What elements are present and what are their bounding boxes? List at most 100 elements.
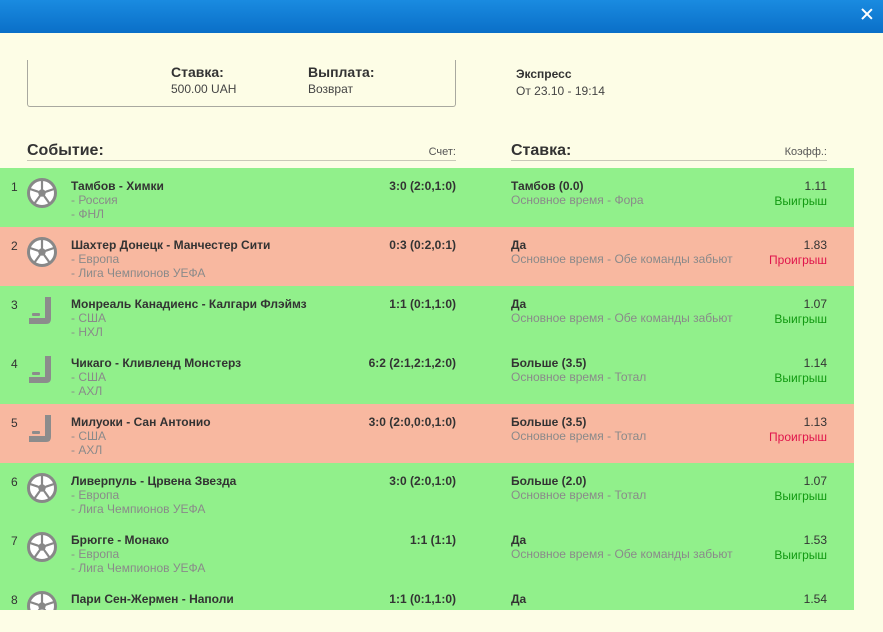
soccer-ball-icon (26, 590, 58, 610)
bet-result: Проигрыш (769, 253, 827, 267)
bet-coefficient: 1.07 (803, 474, 827, 488)
bet-market: Основное время - Обе команды забьют (511, 311, 733, 325)
event-region: - США (71, 311, 106, 325)
bet-pick: Тамбов (0.0) (511, 179, 584, 193)
coef-column-header: Коэфф.: (784, 146, 827, 158)
header-divider (27, 160, 456, 161)
bet-summary-box: Ставка: 500.00 UAH Выплата: Возврат (27, 60, 456, 107)
bet-column-header: Ставка: (511, 142, 572, 159)
bet-market: Основное время - Тотал (511, 370, 647, 384)
event-region: - Европа (71, 488, 120, 502)
score-column-header: Счет: (428, 146, 456, 158)
hockey-stick-icon (26, 295, 58, 327)
bet-coefficient: 1.13 (803, 415, 827, 429)
event-score: 3:0 (2:0,1:0) (389, 179, 456, 193)
bet-coefficient: 1.11 (804, 179, 827, 193)
bet-pick: Да (511, 592, 527, 606)
soccer-ball-icon (26, 236, 58, 268)
row-number: 8 (11, 593, 18, 607)
event-name: Монреаль Канадиенс - Калгари Флэймз (71, 297, 307, 311)
event-score: 0:3 (0:2,0:1) (389, 238, 456, 252)
event-score: 1:1 (0:1,1:0) (389, 297, 456, 311)
event-score: 1:1 (0:1,1:0) (389, 592, 456, 606)
event-league: - АХЛ (71, 384, 103, 398)
row-number: 4 (11, 357, 18, 371)
stake-value: 500.00 UAH (171, 82, 237, 96)
stake-label: Ставка: (171, 64, 224, 80)
bet-pick: Да (511, 533, 527, 547)
row-number: 5 (11, 416, 18, 430)
bet-pick: Да (511, 238, 527, 252)
event-league: - Лига Чемпионов УЕФА (71, 502, 206, 516)
event-region: - США (71, 429, 106, 443)
bet-event-row: 5 Милуоки - Сан Антонио - США - АХЛ 3:0 (2:0… (0, 404, 854, 463)
row-number: 6 (11, 475, 18, 489)
event-league: - АХЛ (71, 443, 103, 457)
bet-event-row: 1 Тамбов - Химки - Россия - ФНЛ 3:0 (2:0,1:0… (0, 168, 854, 227)
event-region: - Европа (71, 547, 120, 561)
bet-pick: Больше (3.5) (511, 415, 587, 429)
event-score: 1:1 (1:1) (409, 533, 456, 547)
bet-event-row: 4 Чикаго - Кливленд Монстерз - США - АХЛ 6:2… (0, 345, 854, 404)
stake-summary: Ставка: 500.00 UAH (171, 64, 236, 96)
bet-result: Проигрыш (769, 430, 827, 444)
row-number: 2 (11, 239, 18, 253)
bet-date: От 23.10 - 19:14 (516, 84, 605, 98)
row-number: 3 (11, 298, 18, 312)
close-icon[interactable] (857, 5, 877, 25)
bet-result: Выигрыш (774, 312, 827, 326)
event-league: - ФНЛ (71, 207, 104, 221)
payout-label: Выплата: (308, 64, 375, 80)
bet-coefficient: 1.54 (803, 592, 827, 606)
bet-result: Выигрыш (774, 371, 827, 385)
bet-pick: Больше (2.0) (511, 474, 587, 488)
bet-coefficient: 1.14 (803, 356, 827, 370)
dialog-titlebar (0, 0, 883, 33)
event-name: Чикаго - Кливленд Монстерз (71, 356, 242, 370)
bet-event-row: 3 Монреаль Канадиенс - Калгари Флэймз - СШ… (0, 286, 854, 345)
bet-result: Выигрыш (774, 194, 827, 208)
soccer-ball-icon (26, 531, 58, 563)
event-region: - США (71, 370, 106, 384)
bet-coefficient: 1.07 (803, 297, 827, 311)
bet-market: Основное время - Обе команды забьют (511, 547, 733, 561)
soccer-ball-icon (26, 472, 58, 504)
bet-market: Основное время - Фора (511, 193, 644, 207)
payout-summary: Выплата: Возврат (308, 64, 375, 96)
event-score: 6:2 (2:1,2:1,2:0) (368, 356, 456, 370)
bet-event-row: 2 Шахтер Донецк - Манчестер Сити - Европа -… (0, 227, 854, 286)
event-name: Шахтер Донецк - Манчестер Сити (71, 238, 271, 252)
header-divider (511, 160, 827, 161)
bet-pick: Да (511, 297, 527, 311)
event-name: Ливерпуль - Црвена Звезда (71, 474, 237, 488)
bet-coefficient: 1.83 (803, 238, 827, 252)
event-league: - Лига Чемпионов УЕФА (71, 266, 206, 280)
bet-market: Основное время - Тотал (511, 488, 647, 502)
event-score: 3:0 (2:0,1:0) (389, 474, 456, 488)
payout-value: Возврат (308, 82, 353, 96)
bet-market: Основное время - Тотал (511, 429, 647, 443)
bet-events-list[interactable]: 1 Тамбов - Химки - Россия - ФНЛ 3:0 (2:0,1:0… (0, 168, 854, 610)
bet-result: Выигрыш (774, 548, 827, 562)
bet-market: Основное время - Обе команды забьют (511, 252, 733, 266)
bet-event-row: 8 Пари Сен-Жермен - Наполи 1:1 (0:1,1:0) Да… (0, 581, 854, 610)
hockey-stick-icon (26, 354, 58, 386)
soccer-ball-icon (26, 177, 58, 209)
bet-coefficient: 1.53 (803, 533, 827, 547)
row-number: 7 (11, 534, 18, 548)
event-region: - Европа (71, 252, 120, 266)
bet-type-name: Экспресс (516, 67, 572, 81)
event-league: - НХЛ (71, 325, 103, 339)
bet-result: Выигрыш (774, 489, 827, 503)
hockey-stick-icon (26, 413, 58, 445)
bet-type-info: Экспресс От 23.10 - 19:14 (516, 67, 605, 98)
bet-event-row: 6 Ливерпуль - Црвена Звезда - Европа - Лига… (0, 463, 854, 522)
event-name: Пари Сен-Жермен - Наполи (71, 592, 234, 606)
event-region: - Россия (71, 193, 118, 207)
bet-event-row: 7 Брюгге - Монако - Европа - Лига Чемпионов… (0, 522, 854, 581)
row-number: 1 (11, 180, 18, 194)
event-name: Тамбов - Химки (71, 179, 164, 193)
event-score: 3:0 (2:0,0:0,1:0) (368, 415, 456, 429)
event-league: - Лига Чемпионов УЕФА (71, 561, 206, 575)
event-name: Брюгге - Монако (71, 533, 169, 547)
